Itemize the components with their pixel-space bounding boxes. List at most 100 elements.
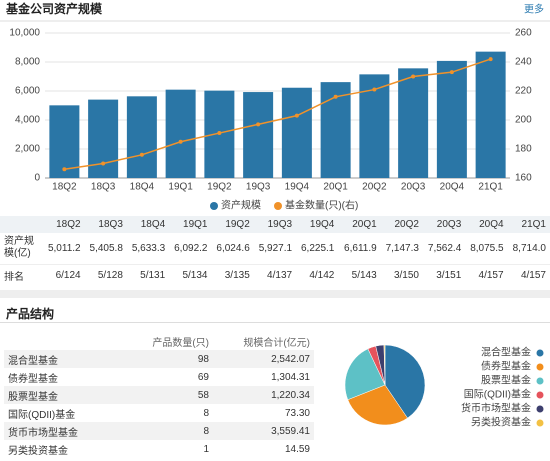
cell: 5,633.3 — [131, 242, 166, 254]
product-table: 产品数量(只) 规模合计(亿元) 混合型基金 98 2,542.07 债券型基金 69 1,3… — [4, 332, 314, 458]
cell: 债券型基金 — [8, 373, 58, 385]
cell: 混合型基金 — [8, 355, 58, 367]
section-title: 产品结构 — [6, 307, 55, 321]
cell: 1,304.31 — [271, 371, 310, 383]
separator — [0, 290, 550, 298]
x-tick-label: 19Q3 — [246, 182, 271, 193]
legend-label: 资产规模 — [221, 199, 261, 212]
quarter-table: 18Q2 18Q3 18Q4 19Q1 19Q2 19Q3 19Q4 20Q1 20Q2 20Q3… — [0, 216, 550, 286]
x-tick-label: 19Q2 — [207, 182, 232, 193]
cell: 1 — [203, 443, 209, 455]
legend-marker — [536, 377, 544, 385]
x-tick-label: 20Q3 — [401, 182, 426, 193]
cell: 98 — [197, 353, 209, 365]
cell: 5/128 — [97, 269, 123, 281]
cell: 3/135 — [224, 269, 250, 281]
line-point — [372, 87, 377, 92]
legend-marker — [536, 391, 544, 399]
pie-slice — [347, 384, 408, 426]
x-tick-label: 21Q1 — [478, 182, 503, 193]
row: 混合型基金 98 2,542.07 — [4, 350, 314, 368]
cell: 8,714.0 — [512, 242, 546, 254]
bar — [88, 99, 119, 178]
header-row: 产品数量(只) 规模合计(亿元) — [4, 332, 314, 350]
cell: 3/151 — [436, 269, 462, 281]
line-point — [294, 113, 299, 118]
row: 资产规模(亿) 5,011.2 5,405.8 5,633.3 6,092.2 6,024… — [0, 233, 550, 264]
row-label: 排名 — [4, 271, 24, 283]
x-tick-label: 18Q4 — [130, 182, 155, 193]
cell: 6/124 — [55, 269, 81, 281]
cell: 股票型基金 — [8, 391, 58, 403]
table: 18Q2 18Q3 18Q4 19Q1 19Q2 19Q3 19Q4 20Q1 20Q2 20Q3… — [0, 216, 550, 286]
x-tick-label: 18Q3 — [91, 182, 116, 193]
cell: 4/157 — [478, 269, 504, 281]
header-cell: 21Q1 — [521, 219, 546, 230]
y-tick-label: 10,000 — [9, 28, 40, 39]
divider — [0, 322, 550, 323]
title: 基金公司资产规模 — [5, 1, 103, 16]
row: 股票型基金 58 1,220.34 — [4, 386, 314, 404]
legend-marker — [536, 349, 544, 357]
legend-label: 股票型基金 — [481, 374, 531, 387]
x-tick-label: 19Q1 — [168, 182, 193, 193]
x-tick-label: 19Q4 — [285, 182, 310, 193]
cell: 货币市场型基金 — [8, 427, 78, 439]
x-tick-label: 20Q2 — [362, 182, 387, 193]
cell: 5,011.2 — [47, 242, 81, 254]
header-cell: 19Q2 — [225, 219, 250, 230]
legend-marker — [536, 405, 544, 413]
legend-label: 国际(QDII)基金 — [464, 388, 531, 401]
line-point — [256, 122, 261, 127]
cell: 1,220.34 — [271, 389, 310, 401]
line-point — [101, 161, 106, 166]
cell: 14.59 — [284, 443, 310, 455]
legend-marker — [536, 363, 544, 371]
cell: 7,562.4 — [427, 242, 462, 254]
legend-label: 另类投资基金 — [471, 416, 531, 429]
line-point — [62, 167, 67, 172]
y-tick-label: 0 — [34, 173, 40, 184]
bar — [243, 92, 274, 178]
y2-tick-label: 180 — [515, 144, 532, 155]
x-tick-label: 18Q2 — [52, 182, 77, 193]
cell: 4/137 — [267, 269, 293, 281]
cell: 国际(QDII)基金 — [8, 409, 76, 421]
row-label: 资产规模(亿) — [4, 236, 34, 260]
cell: 4/142 — [309, 269, 335, 281]
y-tick-label: 8,000 — [15, 57, 40, 68]
cell: 4/157 — [520, 269, 546, 281]
header-cell: 规模合计(亿元) — [243, 337, 310, 349]
header-cell: 19Q4 — [309, 219, 335, 230]
header-cell: 18Q2 — [56, 219, 81, 230]
header-cell: 20Q2 — [394, 219, 419, 230]
bar — [281, 87, 312, 178]
legend-label: 债券型基金 — [481, 360, 531, 373]
y-tick-label: 4,000 — [15, 115, 40, 126]
x-tick-label: 20Q4 — [440, 182, 465, 193]
cell: 3/150 — [393, 269, 419, 281]
chart: 基金公司资产规模 更多 0 2,000 4,000 6,000 8,000 10,000 1… — [0, 1, 550, 212]
line-point — [333, 94, 338, 99]
cell: 6,225.1 — [301, 242, 335, 254]
legend-marker — [274, 202, 282, 210]
pie-slice — [384, 344, 426, 419]
cell: 8 — [203, 407, 209, 419]
header-cell: 19Q1 — [183, 219, 208, 230]
cell: 6,024.6 — [216, 242, 250, 254]
cell: 5/143 — [351, 269, 377, 281]
more-link[interactable]: 更多 — [524, 3, 544, 16]
line-point — [411, 74, 416, 79]
y-tick-label: 6,000 — [15, 86, 40, 97]
y2-tick-label: 220 — [515, 86, 532, 97]
cell: 73.30 — [284, 407, 310, 419]
legend-label: 货币市场型基金 — [461, 402, 531, 415]
bar — [436, 60, 467, 178]
header-cell: 20Q3 — [436, 219, 462, 230]
legend-label: 基金数量(只)(右) — [285, 199, 358, 212]
y2-tick-label: 260 — [515, 28, 532, 39]
cell: 8,075.5 — [470, 242, 504, 254]
cell: 5,405.8 — [89, 242, 123, 254]
